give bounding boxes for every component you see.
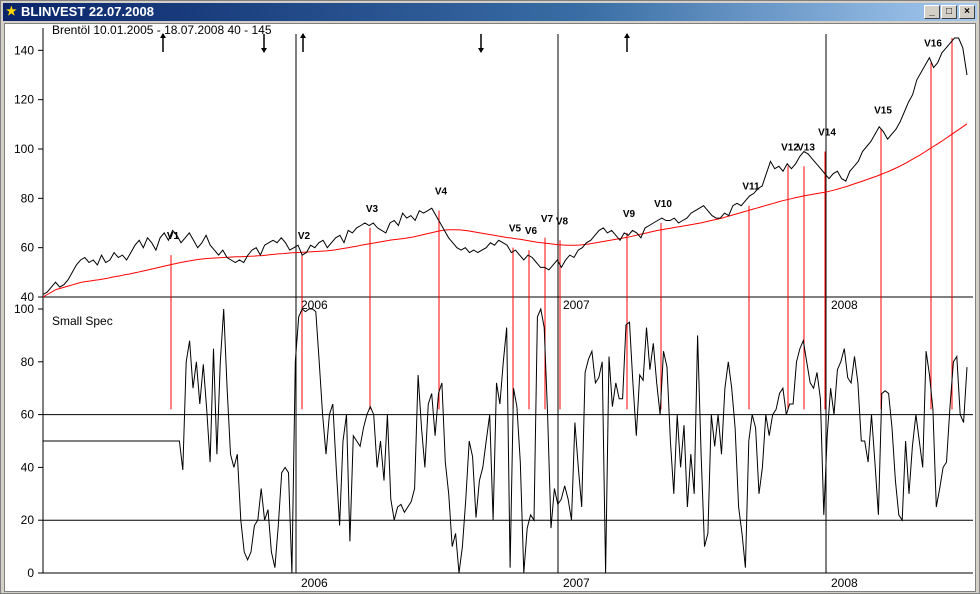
bottom-year-label: 2006 [301,576,328,590]
signal-label: V6 [525,226,538,237]
signal-label: V3 [366,204,379,215]
top-y-tick-label: 140 [14,43,34,57]
close-button[interactable]: × [959,5,975,19]
chart-canvas: 40 60 80 100 120 140 0 20 40 60 80 100 2006 2006 2007 2… [14,24,973,590]
signal-label: V14 [818,127,836,138]
chart-area: 40 60 80 100 120 140 0 20 40 60 80 100 2006 2006 2007 2… [4,23,976,592]
signal-label: V8 [556,216,569,227]
bottom-y-tick-label: 0 [27,566,34,580]
small-spec-oscillator-line [43,307,968,574]
minimize-button[interactable]: _ [924,5,940,19]
bottom-year-label: 2007 [563,576,590,590]
app-icon: ★ [6,4,17,18]
signal-label: V17 [945,24,963,25]
oscillator-title: Small Spec [52,314,113,328]
top-year-label: 2006 [301,298,328,312]
signal-label: V1 [167,231,180,242]
window-controls: _ □ × [923,5,975,19]
signal-arrow-up-icon [624,33,630,52]
top-y-tick-label: 40 [21,290,35,304]
bottom-y-tick-label: 100 [14,302,34,316]
top-y-tick-label: 120 [14,93,34,107]
signal-label: V9 [623,209,636,220]
signal-label: V7 [541,214,554,225]
signal-label: V15 [874,105,892,116]
signal-label: V13 [797,142,815,153]
signal-label: V2 [298,231,311,242]
signal-label: V11 [742,182,760,193]
signal-label: V4 [435,187,448,198]
moving-average-line [42,123,968,298]
top-year-label: 2008 [831,298,858,312]
top-year-label: 2007 [563,298,590,312]
bottom-y-tick-label: 60 [21,408,35,422]
signal-label: V16 [924,39,942,50]
signal-label: V5 [509,224,522,235]
top-y-tick-label: 100 [14,142,34,156]
price-line [42,37,968,295]
maximize-button[interactable]: □ [941,5,957,19]
title-bar[interactable]: ★ BLINVEST 22.07.2008 _ □ × [3,3,977,21]
price-chart-title: Brentöl 10.01.2005 - 18.07.2008 40 - 145 [52,24,272,37]
signal-label: V12 [781,142,799,153]
signal-arrow-down-icon [478,34,484,53]
top-y-tick-label: 80 [21,191,35,205]
signal-arrow-up-icon [300,33,306,52]
top-y-tick-label: 60 [21,241,35,255]
bottom-year-label: 2008 [831,576,858,590]
bottom-y-tick-label: 20 [21,513,35,527]
signal-arrow-down-icon [261,34,267,53]
signal-arrow-up-icon [160,33,166,52]
bottom-y-tick-label: 40 [21,460,35,474]
bottom-y-tick-label: 80 [21,355,35,369]
window-title: BLINVEST 22.07.2008 [21,4,154,19]
signal-label: V10 [654,199,672,210]
